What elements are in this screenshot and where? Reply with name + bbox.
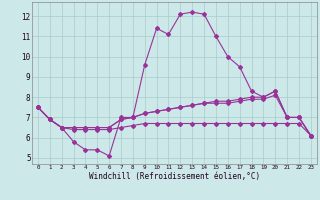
X-axis label: Windchill (Refroidissement éolien,°C): Windchill (Refroidissement éolien,°C) bbox=[89, 172, 260, 181]
